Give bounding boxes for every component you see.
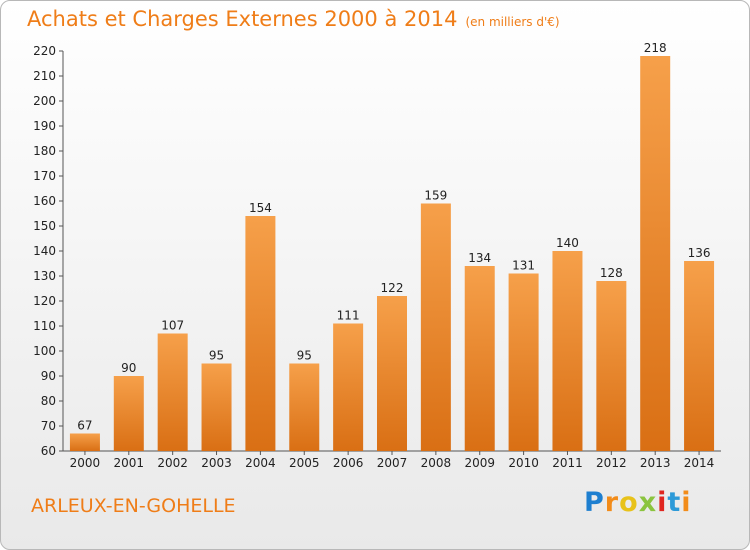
logo-letter: i <box>681 487 692 518</box>
y-tick-label: 180 <box>33 144 56 158</box>
bar-2004 <box>245 216 276 451</box>
x-tick-label-2000: 2000 <box>70 456 101 470</box>
value-label-2009: 134 <box>468 251 491 265</box>
y-tick-label: 220 <box>33 44 56 58</box>
logo-letter: i <box>657 487 668 518</box>
y-tick-label: 100 <box>33 344 56 358</box>
y-tick-label: 190 <box>33 119 56 133</box>
logo-letter: r <box>604 487 620 518</box>
x-tick-label-2001: 2001 <box>114 456 145 470</box>
x-tick-label-2006: 2006 <box>333 456 364 470</box>
value-label-2001: 90 <box>121 361 136 375</box>
chart-title: Achats et Charges Externes 2000 à 2014 (e… <box>27 7 560 31</box>
y-tick-label: 150 <box>33 219 56 233</box>
x-tick-label-2009: 2009 <box>464 456 495 470</box>
y-tick-label: 210 <box>33 69 56 83</box>
x-tick-label-2010: 2010 <box>508 456 539 470</box>
value-label-2013: 218 <box>644 41 667 55</box>
value-label-2007: 122 <box>381 281 404 295</box>
x-tick-label-2004: 2004 <box>245 456 276 470</box>
y-tick-label: 70 <box>41 419 56 433</box>
chart-title-text: Achats et Charges Externes 2000 à 2014 <box>27 7 458 31</box>
y-tick-label: 80 <box>41 394 56 408</box>
y-tick-label: 110 <box>33 319 56 333</box>
value-label-2003: 95 <box>209 349 224 363</box>
y-tick-label: 90 <box>41 369 56 383</box>
value-label-2012: 128 <box>600 266 623 280</box>
x-tick-label-2005: 2005 <box>289 456 320 470</box>
bar-2013 <box>640 56 671 451</box>
x-tick-label-2013: 2013 <box>640 456 671 470</box>
x-tick-label-2002: 2002 <box>157 456 188 470</box>
value-label-2011: 140 <box>556 236 579 250</box>
commune-name: ARLEUX-EN-GOHELLE <box>31 495 236 517</box>
bar-2001 <box>113 376 144 451</box>
value-label-2006: 111 <box>337 309 360 323</box>
y-tick-label: 60 <box>41 444 56 458</box>
x-tick-label-2003: 2003 <box>201 456 232 470</box>
value-label-2010: 131 <box>512 259 535 273</box>
chart-subtitle: (en milliers d'€) <box>465 15 560 29</box>
bar-2011 <box>552 251 583 451</box>
proxiti-logo: Proxiti <box>584 487 692 518</box>
bar-2005 <box>289 363 320 451</box>
y-tick-label: 170 <box>33 169 56 183</box>
bar-2012 <box>596 281 627 451</box>
bar-2003 <box>201 363 232 451</box>
value-label-2002: 107 <box>161 319 184 333</box>
bar-2010 <box>508 273 539 451</box>
bar-2007 <box>377 296 407 451</box>
logo-letter: x <box>638 487 658 518</box>
bar-2006 <box>333 323 364 451</box>
value-label-2014: 136 <box>688 246 711 260</box>
x-tick-label-2007: 2007 <box>377 456 408 470</box>
x-tick-label-2012: 2012 <box>596 456 627 470</box>
bar-2000 <box>69 433 100 451</box>
value-label-2008: 159 <box>424 189 447 203</box>
y-tick-label: 160 <box>33 194 56 208</box>
value-label-2000: 67 <box>77 419 92 433</box>
x-tick-label-2011: 2011 <box>552 456 583 470</box>
logo-letter: P <box>584 487 605 518</box>
y-tick-label: 120 <box>33 294 56 308</box>
value-label-2005: 95 <box>297 349 312 363</box>
y-tick-label: 130 <box>33 269 56 283</box>
logo-letter: o <box>619 487 639 518</box>
x-tick-label-2014: 2014 <box>684 456 715 470</box>
value-label-2004: 154 <box>249 201 272 215</box>
x-tick-label-2008: 2008 <box>421 456 452 470</box>
bar-2014 <box>684 261 715 451</box>
y-tick-label: 200 <box>33 94 56 108</box>
logo-letter: t <box>667 487 682 518</box>
bar-2008 <box>420 203 451 451</box>
y-tick-label: 140 <box>33 244 56 258</box>
bar-2009 <box>464 266 495 451</box>
bar-2002 <box>157 333 188 451</box>
